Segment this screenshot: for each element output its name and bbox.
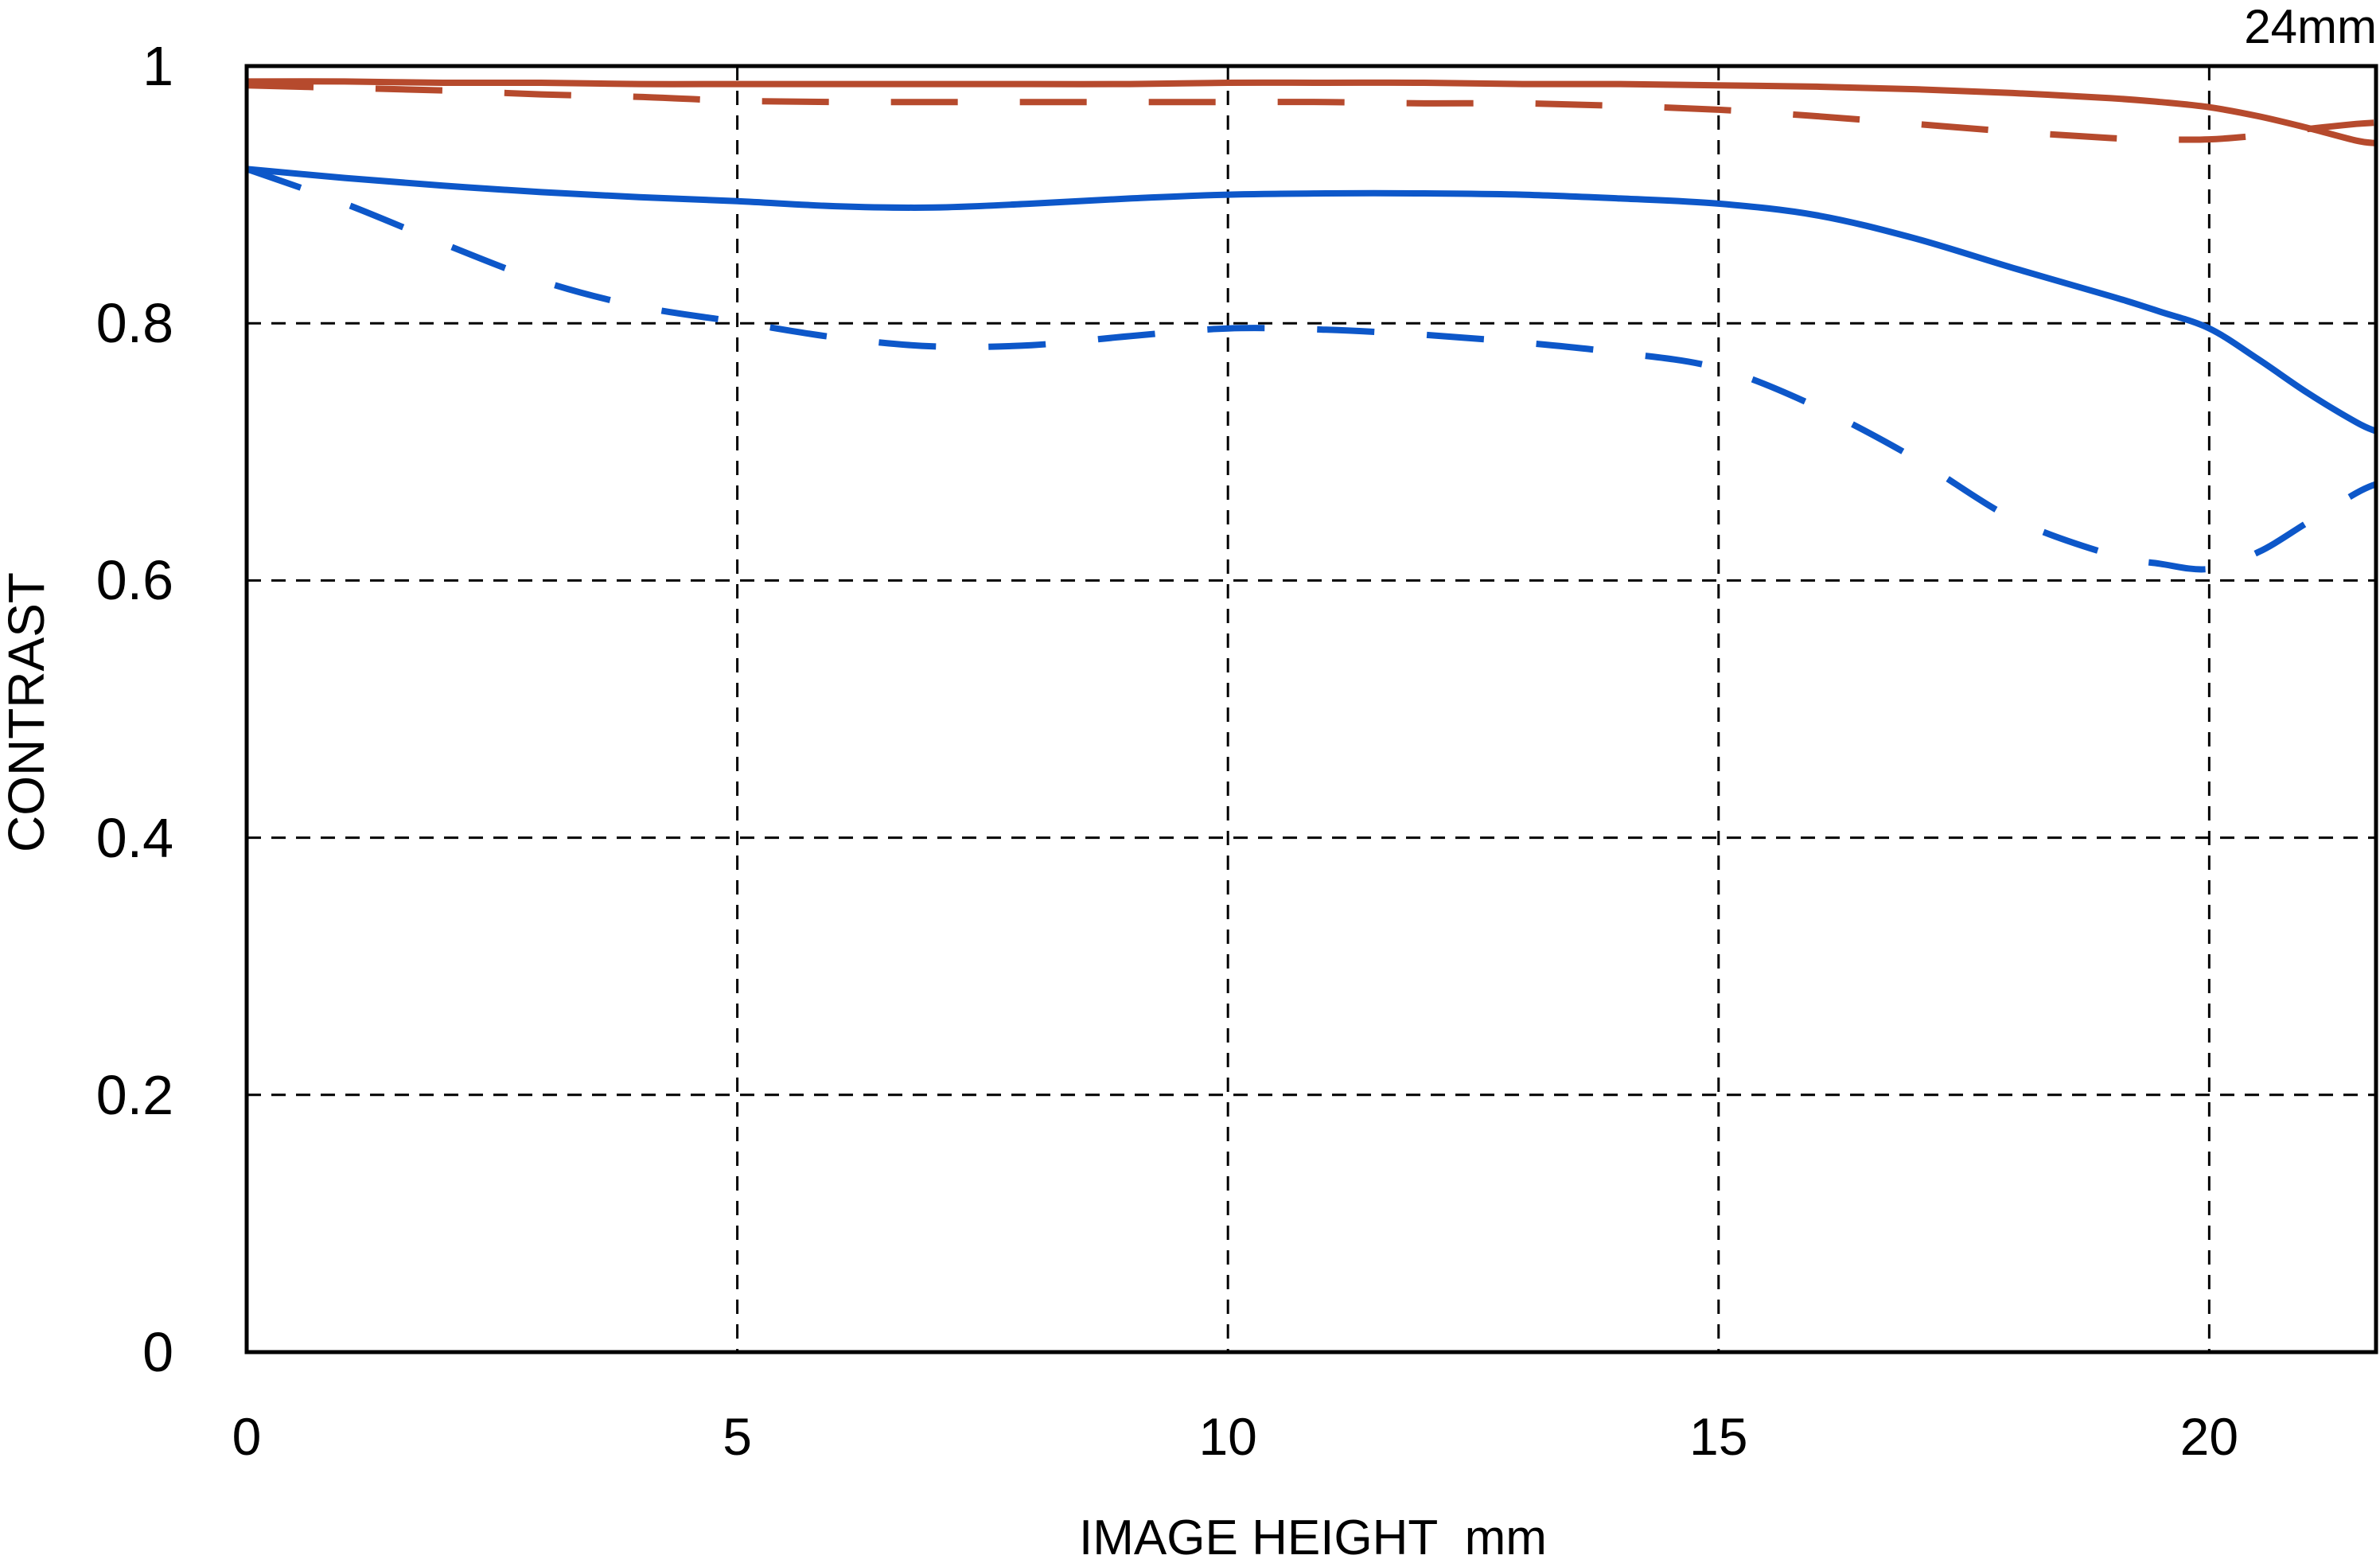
x-tick-label: 0 [232, 1407, 262, 1466]
series-blue-dashed-line [245, 166, 2378, 573]
x-axis-title: IMAGE HEIGHT mm [1079, 1510, 1547, 1563]
y-tick-label: 1 [142, 35, 173, 97]
y-tick-label: 0.8 [95, 292, 173, 355]
y-tick-label: 0 [142, 1321, 173, 1383]
x-tick-label: 20 [2179, 1407, 2239, 1466]
chart-title: 24mm [2244, 0, 2377, 53]
series-red-solid-line [246, 78, 2377, 146]
y-tick-label: 0.2 [95, 1063, 173, 1126]
y-tick-label: 0.6 [95, 549, 173, 612]
x-tick-label: 15 [1689, 1407, 1748, 1466]
x-tick-label: 10 [1198, 1407, 1257, 1466]
y-tick-label: 0.4 [95, 806, 173, 869]
x-tick-label: 5 [723, 1407, 752, 1466]
series-blue-solid-line [246, 166, 2378, 435]
series-red-dashed-line [246, 82, 2377, 143]
plot-border [244, 64, 2378, 1354]
